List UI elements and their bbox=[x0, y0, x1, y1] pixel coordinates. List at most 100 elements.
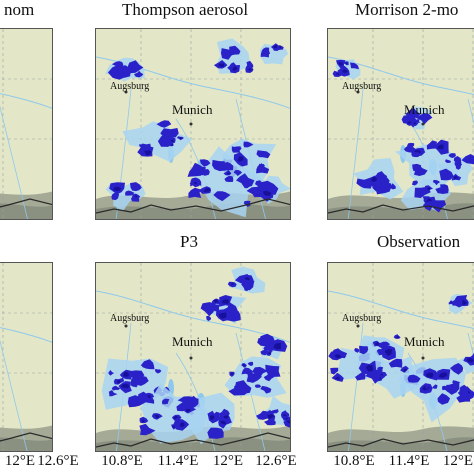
precip-core bbox=[285, 417, 289, 420]
precip-core bbox=[193, 181, 197, 185]
precip-heavy bbox=[260, 349, 270, 356]
river bbox=[0, 105, 28, 219]
precip-heavy bbox=[273, 47, 280, 51]
precip-heavy bbox=[247, 361, 254, 367]
terrain-map bbox=[0, 29, 52, 219]
precip-core bbox=[273, 343, 281, 350]
precip-heavy bbox=[246, 60, 254, 69]
x-tick-label: 10.8°E bbox=[101, 453, 143, 469]
precip-heavy bbox=[435, 185, 449, 194]
city-marker-munich bbox=[189, 122, 193, 126]
precip-core bbox=[245, 277, 250, 281]
x-tick-label: 12°E bbox=[4, 453, 36, 469]
precip-core bbox=[454, 175, 458, 180]
precip-heavy bbox=[415, 113, 433, 125]
precip-core bbox=[396, 336, 400, 339]
precip-heavy bbox=[234, 380, 252, 394]
precip-light bbox=[122, 121, 193, 162]
precip-core bbox=[273, 45, 277, 49]
city-marker-munich bbox=[421, 122, 425, 126]
x-tick-label: 12.6°E bbox=[37, 453, 79, 469]
precip-heavy bbox=[134, 70, 144, 78]
city-label-augsburg: Augsburg bbox=[110, 313, 150, 324]
precip-core bbox=[232, 66, 238, 72]
precip-heavy bbox=[108, 370, 115, 376]
river bbox=[0, 339, 28, 451]
precip-heavy bbox=[455, 164, 462, 170]
precip-heavy bbox=[161, 398, 170, 405]
precip-core bbox=[384, 349, 392, 356]
city-marker-augsburg bbox=[356, 90, 360, 94]
precip-heavy bbox=[188, 187, 202, 198]
river bbox=[467, 332, 474, 359]
precip-light bbox=[437, 157, 473, 187]
terrain-map bbox=[328, 263, 474, 451]
city-marker-munich bbox=[421, 356, 425, 360]
precip-heavy bbox=[111, 385, 121, 391]
precip-heavy bbox=[127, 60, 144, 74]
precip-core bbox=[437, 144, 444, 150]
panel-title-thompson-aerosol: Thompson aerosol bbox=[122, 0, 249, 19]
precip-heavy bbox=[139, 143, 151, 151]
precip-heavy bbox=[256, 150, 271, 159]
precip-heavy bbox=[350, 62, 359, 70]
precip-heavy bbox=[246, 372, 263, 383]
precip-core bbox=[407, 121, 412, 124]
precip-core bbox=[427, 386, 430, 389]
precip-core bbox=[230, 372, 234, 375]
precip-core bbox=[242, 364, 246, 367]
city-marker-munich bbox=[189, 356, 193, 360]
country-border bbox=[96, 198, 290, 214]
precip-heavy bbox=[263, 344, 273, 352]
precip-heavy bbox=[443, 382, 459, 394]
precip-core bbox=[223, 415, 229, 419]
precip-core bbox=[237, 156, 244, 162]
precip-core bbox=[222, 299, 229, 304]
precip-heavy bbox=[461, 154, 474, 165]
country-border bbox=[96, 432, 290, 448]
country-border bbox=[0, 432, 52, 442]
city-label-munich: Munich bbox=[172, 102, 213, 117]
map-panel-thompson-aerosol: Augsburg Munich bbox=[95, 28, 291, 220]
precip-heavy bbox=[459, 384, 469, 396]
precip-core bbox=[263, 190, 272, 196]
country-border bbox=[328, 438, 474, 448]
precip-core bbox=[375, 342, 380, 346]
precip-heavy bbox=[403, 145, 416, 153]
precip-core bbox=[427, 187, 431, 190]
precip-core bbox=[154, 414, 160, 419]
precip-heavy bbox=[259, 163, 265, 169]
precip-heavy bbox=[407, 142, 415, 148]
precip-heavy bbox=[260, 385, 272, 394]
precip-core bbox=[121, 383, 130, 389]
precip-heavy bbox=[388, 183, 396, 190]
x-tick-label: 10.8°E bbox=[333, 453, 375, 469]
river bbox=[347, 88, 364, 219]
precip-heavy bbox=[411, 180, 418, 186]
panel-title-p3: P3 bbox=[180, 232, 198, 251]
terrain-map bbox=[328, 29, 474, 219]
precip-heavy bbox=[156, 120, 172, 128]
map-panel-left-top bbox=[0, 28, 53, 220]
precip-core bbox=[117, 379, 121, 384]
precip-heavy bbox=[243, 200, 251, 207]
precip-heavy bbox=[448, 153, 456, 158]
precip-core bbox=[334, 354, 342, 359]
precip-heavy bbox=[206, 315, 212, 321]
precip-core bbox=[179, 137, 182, 140]
city-label-munich: Munich bbox=[404, 334, 445, 349]
map-panel-p3: Augsburg Munich bbox=[95, 262, 291, 452]
city-marker-augsburg bbox=[356, 324, 360, 328]
city-label-munich: Munich bbox=[172, 334, 213, 349]
panel-title-observation: Observation bbox=[377, 232, 461, 251]
precip-core bbox=[413, 122, 417, 125]
precip-heavy bbox=[439, 168, 454, 181]
map-panel-morrison: Augsburg Munich bbox=[327, 28, 474, 220]
terrain-background bbox=[0, 263, 52, 451]
precip-heavy bbox=[227, 308, 241, 322]
precip-heavy bbox=[241, 280, 255, 291]
precip-heavy bbox=[160, 128, 179, 138]
precip-core bbox=[146, 395, 151, 399]
city-marker-augsburg bbox=[124, 90, 128, 94]
